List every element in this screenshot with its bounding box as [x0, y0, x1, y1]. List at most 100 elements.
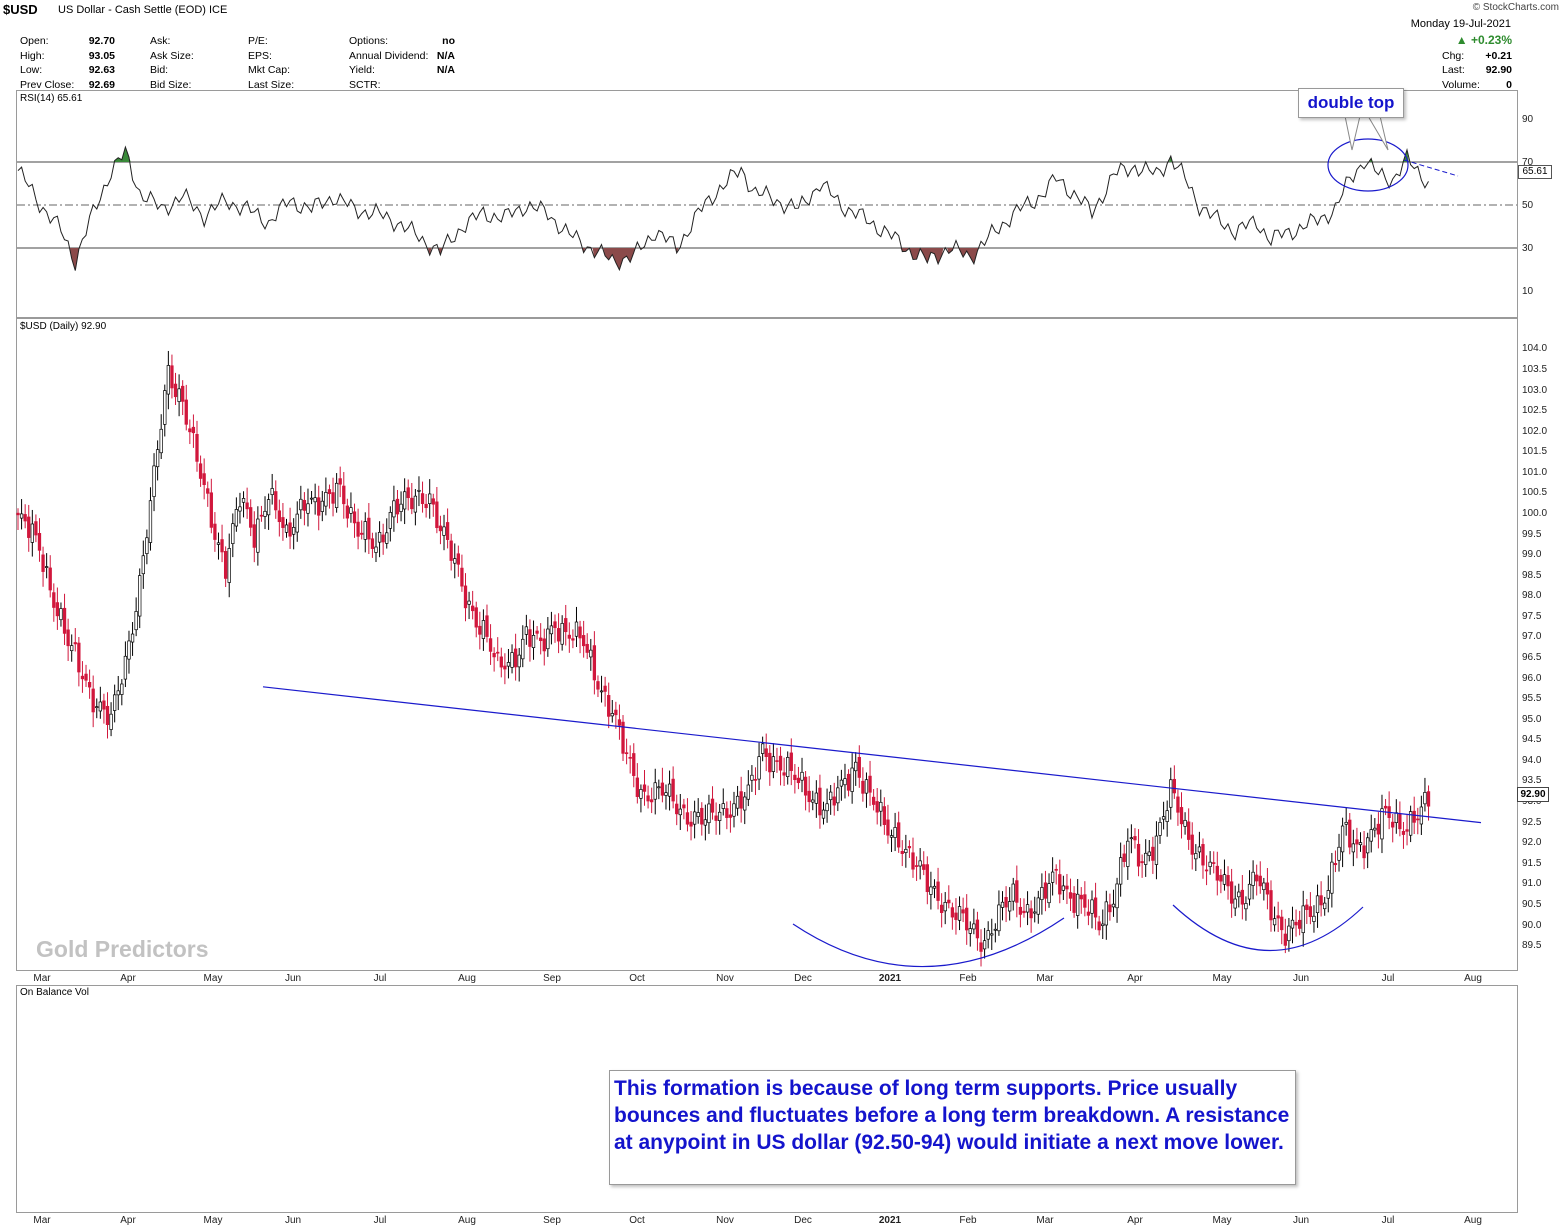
candle-body — [1366, 837, 1370, 854]
candle-body — [238, 506, 242, 512]
candle-body — [1101, 923, 1105, 927]
quote-summary: ▲ +0.23% Chg: +0.21 Last: 92.90 Volume: 0 — [1442, 33, 1512, 91]
candle-body — [796, 777, 801, 784]
candle-body — [23, 514, 27, 522]
candle-body — [839, 779, 844, 787]
price-tick-label: 95.0 — [1522, 713, 1542, 725]
candle-body — [975, 919, 980, 939]
candle-body — [893, 827, 897, 838]
candle-body — [195, 434, 199, 462]
candle-body — [410, 497, 414, 510]
month-label: Aug — [458, 1215, 476, 1226]
candle-body — [932, 885, 937, 889]
candle-body — [965, 907, 969, 931]
candle-body — [241, 498, 246, 503]
quote-date: Monday 19-Jul-2021 — [1410, 18, 1511, 30]
month-label: Apr — [1127, 1215, 1143, 1226]
candle-body — [184, 399, 188, 425]
candle-body — [757, 756, 761, 780]
candle-body — [607, 695, 611, 717]
candle-body — [249, 507, 253, 528]
candle-body — [578, 626, 582, 639]
candle-body — [1194, 853, 1198, 860]
candle-body — [735, 795, 740, 809]
candle-body — [610, 713, 614, 717]
candle-body — [163, 390, 167, 425]
candle-body — [814, 792, 818, 804]
candle-body — [377, 531, 382, 543]
candle-body — [442, 526, 446, 536]
candle-body — [123, 655, 128, 680]
candle-body — [1197, 846, 1202, 853]
candle-body — [1312, 915, 1316, 922]
candle-body — [854, 761, 858, 772]
candle-body — [1283, 933, 1287, 946]
rsi-oversold-fill — [427, 248, 432, 256]
candle-body — [689, 821, 693, 827]
candle-body — [284, 524, 289, 533]
candle-body — [485, 615, 489, 637]
candle-body — [1323, 902, 1327, 910]
candle-body — [1255, 874, 1259, 882]
candle-body — [252, 524, 256, 548]
candle-body — [105, 705, 110, 725]
candle-body — [1237, 891, 1241, 898]
candle-body — [363, 521, 367, 540]
candle-body — [682, 804, 686, 809]
candle-body — [202, 473, 206, 486]
candle-body — [1408, 811, 1413, 836]
rsi-current-value: 65.61 — [1518, 165, 1552, 179]
candle-body — [1258, 875, 1262, 887]
candle-body — [639, 789, 643, 799]
candle-body — [1394, 812, 1398, 823]
candle-body — [1004, 897, 1008, 908]
candle-body — [1351, 843, 1355, 853]
price-tick-label: 92.5 — [1522, 816, 1542, 828]
candle-body — [62, 607, 67, 634]
candle-body — [402, 491, 407, 510]
candle-body — [1251, 871, 1255, 886]
candle-body — [1201, 844, 1205, 866]
candle-body — [1344, 821, 1348, 825]
callout-pointer-1 — [1344, 115, 1361, 151]
symbol-description: US Dollar - Cash Settle (EOD) ICE — [58, 4, 228, 16]
price-panel — [16, 318, 1518, 971]
candle-body — [1287, 925, 1291, 942]
candle-body — [961, 909, 965, 914]
candle-body — [825, 803, 829, 812]
candle-body — [882, 806, 887, 825]
candle-body — [1172, 778, 1176, 794]
candle-body — [263, 510, 267, 517]
candle-body — [707, 803, 711, 824]
candle-body — [957, 906, 962, 921]
candle-body — [1362, 845, 1366, 859]
candle-body — [155, 449, 160, 468]
rsi-axis-30: 30 — [1522, 243, 1534, 254]
double-top-circle — [1327, 138, 1409, 192]
candle-body — [1190, 834, 1194, 855]
month-label: Aug — [458, 973, 476, 984]
candle-body — [1090, 899, 1094, 914]
candle-body — [829, 791, 833, 801]
candle-body — [327, 489, 332, 495]
candle-body — [567, 634, 571, 639]
candle-body — [997, 904, 1001, 932]
candle-body — [492, 652, 496, 658]
candle-body — [603, 685, 607, 692]
candle-body — [718, 811, 722, 821]
candle-body — [1301, 905, 1305, 934]
candle-body — [70, 645, 74, 652]
price-tick-label: 102.0 — [1522, 425, 1548, 437]
candle-body — [496, 651, 500, 654]
candle-body — [843, 778, 847, 786]
candle-body — [886, 819, 890, 836]
candle-body — [320, 500, 324, 512]
rsi-oversold-fill — [957, 248, 980, 264]
month-label: Jul — [373, 1215, 387, 1226]
candle-body — [460, 567, 464, 587]
candle-body — [1333, 863, 1338, 866]
candle-body — [488, 638, 493, 652]
candle-body — [41, 554, 45, 572]
symbol-title: $USD — [3, 2, 38, 17]
candle-body — [1104, 901, 1108, 926]
